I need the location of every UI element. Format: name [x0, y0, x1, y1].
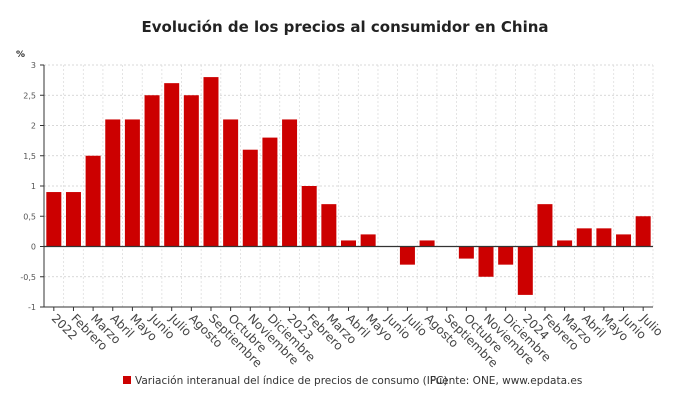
bar: [537, 204, 553, 247]
bar: [341, 240, 356, 247]
y-tick-label: 0,5: [23, 212, 36, 221]
y-tick-label: 2,5: [23, 91, 36, 100]
y-tick-label: 3: [31, 61, 36, 70]
chart-title: Evolución de los precios al consumidor e…: [141, 18, 548, 36]
bar: [399, 246, 415, 265]
y-tick-label: -0,5: [20, 273, 36, 282]
bar: [517, 246, 533, 295]
y-tick-label: 0: [31, 243, 36, 252]
bar: [576, 228, 592, 247]
bar: [360, 234, 376, 247]
bar: [616, 234, 632, 247]
bar: [498, 246, 514, 265]
bar: [282, 119, 298, 247]
bars: [46, 77, 651, 295]
bar: [124, 119, 140, 247]
bar: [557, 240, 573, 247]
bar: [596, 228, 612, 247]
y-axis-label: %: [16, 50, 25, 60]
bar: [203, 77, 219, 247]
bar: [105, 119, 121, 247]
bar: [321, 204, 337, 247]
bar: [183, 95, 199, 247]
bar: [85, 155, 101, 247]
bar: [478, 246, 494, 277]
bar: [635, 216, 651, 247]
y-tick-label: -1: [28, 303, 36, 312]
bar: [164, 83, 180, 247]
bar: [144, 95, 160, 247]
bar: [301, 186, 317, 247]
y-tick-label: 1,5: [23, 152, 36, 161]
source-label: Fuente: ONE, www.epdata.es: [430, 375, 582, 387]
bar: [223, 119, 239, 247]
y-ticks: -1 -0,5 0 0,5 1 1,5 2 2,5 3: [20, 61, 36, 312]
y-tick-label: 1: [31, 182, 36, 191]
x-ticks: 2022FebreroMarzoAbrilMayoJunioJulioAgost…: [49, 307, 666, 370]
bar: [262, 137, 278, 247]
bar: [242, 149, 258, 247]
legend: Variación interanual del índice de preci…: [123, 375, 582, 387]
grid: [43, 64, 654, 308]
bar: [458, 246, 474, 259]
y-tick-label: 2: [31, 122, 36, 131]
legend-swatch: [123, 376, 131, 384]
bar: [65, 192, 81, 247]
bar: [46, 192, 62, 247]
legend-label: Variación interanual del índice de preci…: [135, 375, 448, 387]
bar: [419, 240, 435, 247]
